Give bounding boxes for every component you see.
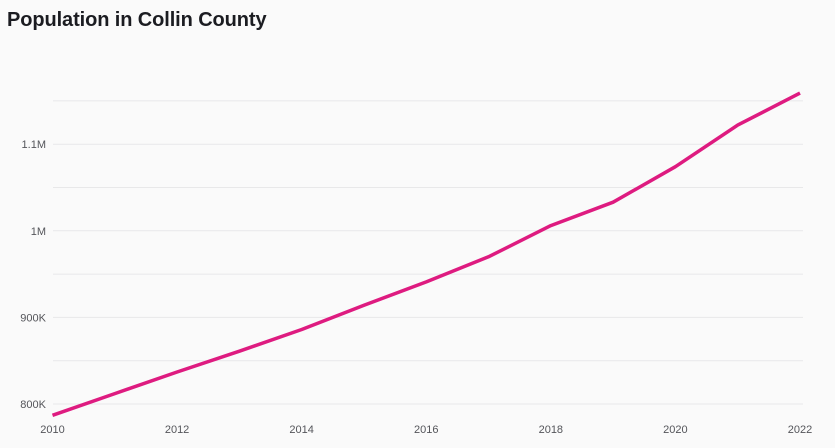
x-axis-tick-label: 2014 — [289, 424, 313, 436]
x-axis-tick-label: 2022 — [788, 424, 812, 436]
y-axis-tick-label: 1M — [31, 226, 46, 238]
x-axis-tick-label: 2018 — [539, 424, 563, 436]
x-axis-tick-label: 2016 — [414, 424, 438, 436]
y-axis-tick-label: 1.1M — [22, 139, 46, 151]
page-title: Population in Collin County — [7, 9, 267, 31]
y-axis-tick-label: 900K — [20, 312, 46, 324]
y-axis-tick-label: 800K — [20, 399, 46, 411]
x-axis-tick-label: 2010 — [40, 424, 64, 436]
population-series-line — [51, 91, 801, 417]
x-axis-tick-label: 2020 — [663, 424, 687, 436]
x-axis-tick-label: 2012 — [165, 424, 189, 436]
